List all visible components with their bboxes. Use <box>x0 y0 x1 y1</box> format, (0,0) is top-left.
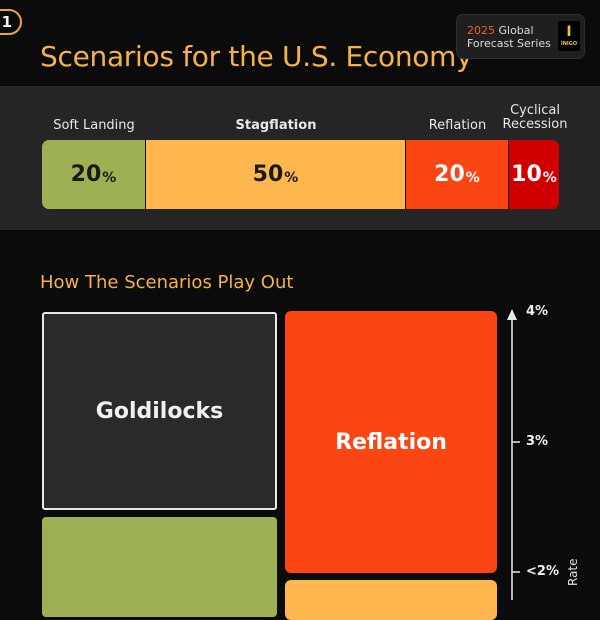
label-reflation: Reflation <box>428 118 487 133</box>
bar-value: 20 <box>434 162 465 187</box>
forecast-series-box: 2025 Global Forecast Series I INIGO <box>456 14 585 59</box>
section-number: 1 <box>1 13 12 31</box>
tick-label-4: 4% <box>526 304 549 319</box>
bar-unit: % <box>102 169 117 186</box>
bar-stagflation: 50% <box>146 140 406 209</box>
section-number-badge: 1 <box>0 9 22 35</box>
tick-label-3: 3% <box>526 434 549 449</box>
bar-soft-landing: 20% <box>42 140 146 209</box>
cell-goldilocks: Goldilocks <box>42 312 277 510</box>
bar-cyclical-recession: 10% <box>509 140 559 209</box>
bar-unit: % <box>284 169 299 186</box>
cell-soft-landing <box>42 517 277 617</box>
inigo-logo: I INIGO <box>558 21 580 51</box>
section-subtitle: How The Scenarios Play Out <box>40 272 294 293</box>
label-stagflation: Stagflation <box>235 118 317 133</box>
cell-reflation: Reflation <box>285 311 497 573</box>
label-cyclical-recession: Cyclical Recession <box>502 103 568 132</box>
rate-axis <box>507 309 520 600</box>
logo-mark-icon: I <box>566 24 572 40</box>
bar-value: 50 <box>252 162 284 187</box>
label-soft-landing: Soft Landing <box>53 118 135 133</box>
bar-value: 20 <box>70 162 102 187</box>
series-line1: Global <box>495 24 534 37</box>
axis-title: Rate <box>566 558 580 586</box>
bar-reflation: 20% <box>406 140 509 209</box>
tick-label-2: <2% <box>526 564 559 579</box>
series-year: 2025 <box>467 24 495 37</box>
bar-value: 10 <box>511 162 542 187</box>
cell-stagflation <box>285 580 497 620</box>
forecast-series-text: 2025 Global Forecast Series <box>467 24 551 50</box>
bar-unit: % <box>542 169 557 186</box>
logo-text: INIGO <box>560 41 578 47</box>
series-line2: Forecast Series <box>467 37 551 50</box>
bar-unit: % <box>465 169 480 186</box>
axis-arrow-icon <box>507 309 517 320</box>
page-title: Scenarios for the U.S. Economy <box>40 40 473 73</box>
